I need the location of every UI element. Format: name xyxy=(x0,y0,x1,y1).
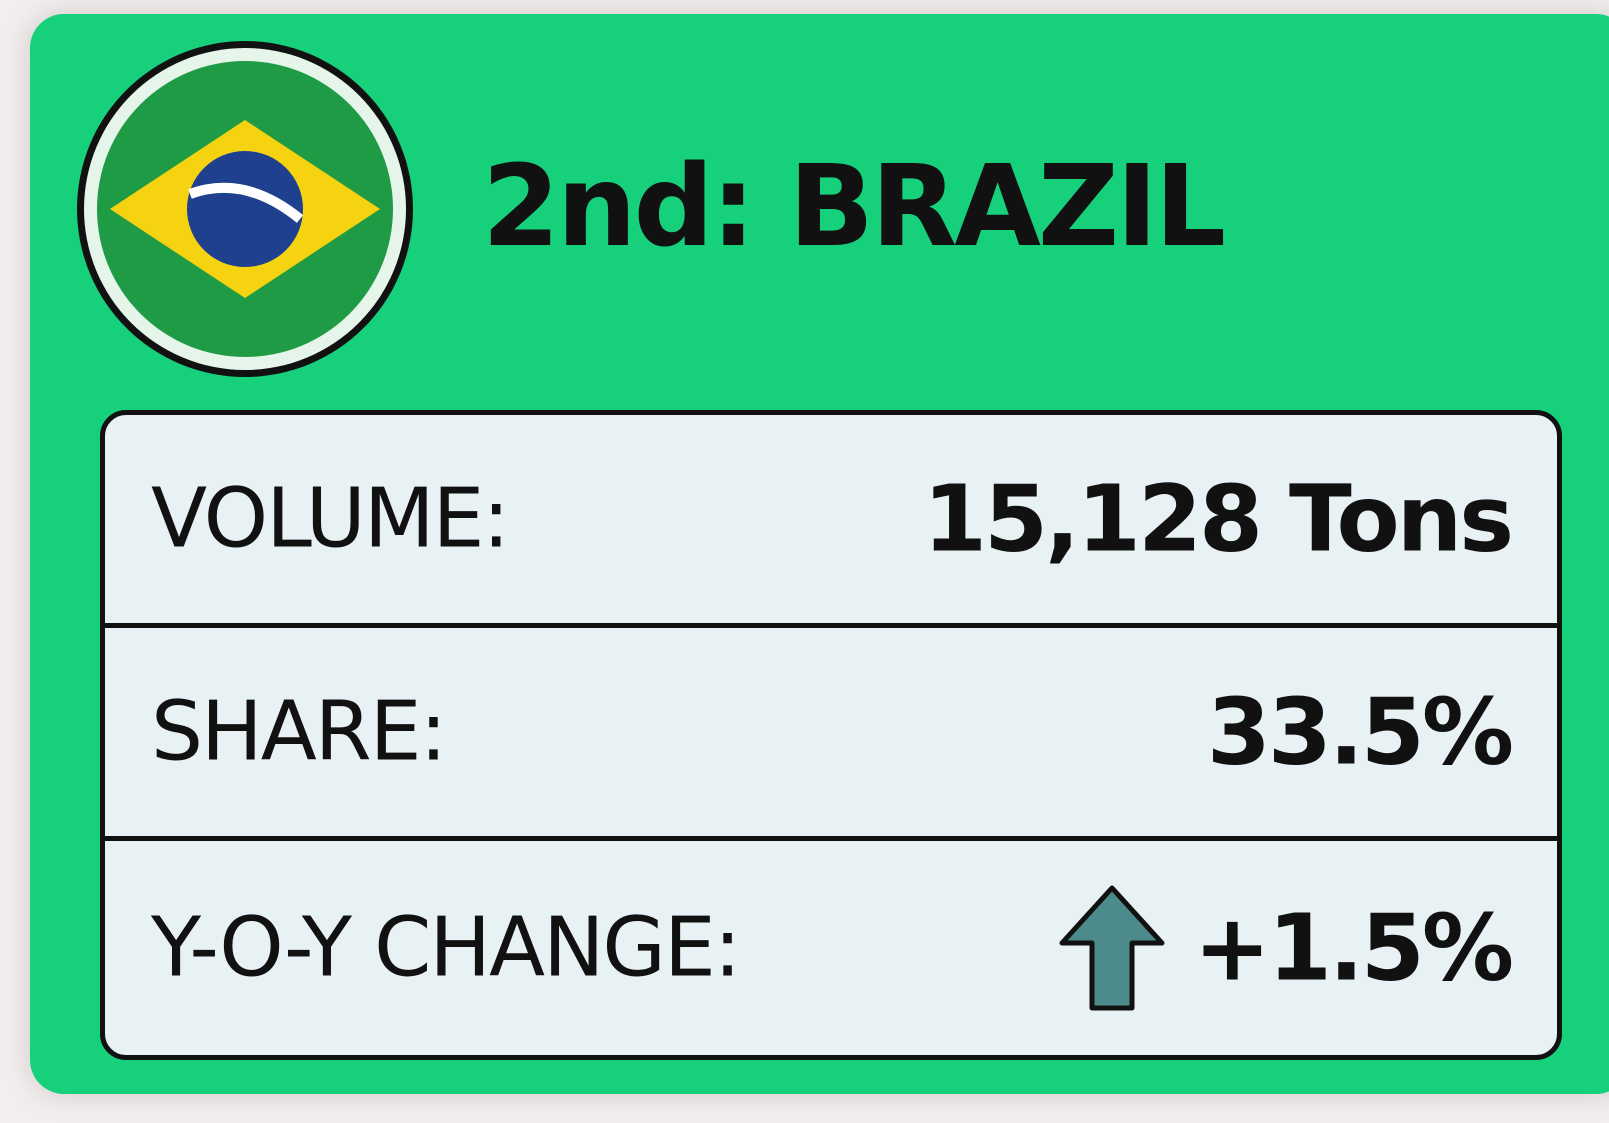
row: Y-O-Y CHANGE: +1.5% xyxy=(105,841,1557,1054)
value: 33.5% xyxy=(1206,678,1514,786)
value: +1.5% xyxy=(1193,894,1514,1001)
value: 15,128 Tons xyxy=(922,465,1514,573)
stats-table: VOLUME: 15,128 Tons SHARE: 33.5% Y-O-Y C… xyxy=(100,410,1562,1060)
title: 2nd: BRAZIL xyxy=(482,142,1226,272)
row: VOLUME: 15,128 Tons xyxy=(105,415,1557,628)
label: VOLUME: xyxy=(151,471,510,567)
label: Y-O-Y CHANGE: xyxy=(151,900,741,995)
card: 2nd: BRAZIL VOLUME: 15,128 Tons SHARE: 3… xyxy=(30,14,1609,1094)
label: SHARE: xyxy=(151,684,447,780)
row: SHARE: 33.5% xyxy=(105,628,1557,841)
up-arrow-icon xyxy=(1059,885,1165,1010)
flag-icon xyxy=(77,41,413,377)
